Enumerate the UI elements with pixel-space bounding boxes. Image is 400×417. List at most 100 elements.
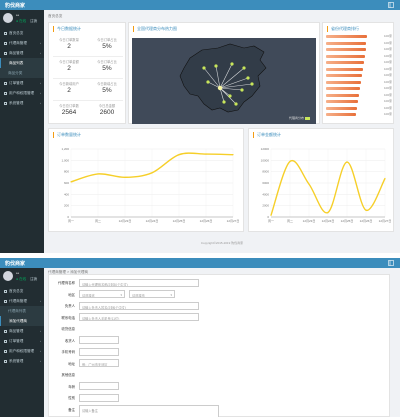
rank-row: 100家: [326, 99, 392, 104]
screen-divider: [0, 253, 400, 258]
stat-card: 今日订单占比 5%: [87, 37, 127, 50]
sidebar-item-label: 首页总览: [9, 31, 24, 35]
map-svg: [179, 43, 267, 113]
divider: [53, 56, 123, 57]
stat-label: 今日总订单数: [59, 104, 79, 108]
data-point: [70, 181, 72, 183]
y-tick-label: 0: [267, 215, 269, 219]
stat-value: 5%: [102, 43, 112, 50]
text-input[interactable]: 请输入备注: [79, 405, 219, 417]
y-tick-label: 600: [64, 181, 69, 185]
y-tick-label: 8000: [262, 170, 269, 174]
users-icon: [4, 299, 7, 303]
stat-label: 今日订单占比: [97, 60, 117, 64]
form-row: 负责人 请输入负责人姓名(2到6个中文): [49, 301, 391, 311]
city-marker: [222, 100, 226, 104]
chevron-left-icon: ‹: [40, 349, 41, 353]
chart-title: 订单金额统计: [253, 132, 281, 138]
stat-card: 今日总订单数 2564: [49, 103, 89, 116]
panel-title: 全国代理商分布热力图: [133, 26, 177, 32]
sidebar-item-label: 系统管理: [9, 101, 24, 105]
chevron-left-icon: ‹: [40, 359, 41, 363]
form-row: 收货人: [49, 336, 391, 346]
chevron-left-icon: ‹: [40, 299, 41, 303]
china-heat-map[interactable]: 代理商分布: [132, 38, 316, 124]
text-input[interactable]: 请输入代理商名称(2到30个中文): [79, 278, 199, 287]
data-point: [205, 153, 207, 155]
field-label: 收货人: [64, 338, 75, 343]
text-input[interactable]: 请输入负责人姓名(2到6个中文): [79, 301, 199, 310]
sidebar-item[interactable]: 代理商管理 ‹: [0, 38, 44, 48]
text-input[interactable]: [79, 382, 119, 390]
gear-icon: [4, 101, 7, 105]
logout-link[interactable]: 注销: [30, 277, 37, 281]
stat-card: 今日订单占比 5%: [87, 59, 127, 72]
sidebar-item[interactable]: 系统管理 ‹: [0, 98, 44, 108]
chevron-left-icon: ‹: [40, 41, 41, 45]
rank-row: 100家: [326, 60, 392, 65]
rank-label: 100家: [383, 105, 392, 110]
logout-link[interactable]: 注销: [30, 19, 37, 23]
sidebar-item[interactable]: 用户和权限管理 ‹: [0, 346, 44, 356]
chevron-left-icon: ‹: [40, 101, 41, 105]
divider: [53, 78, 123, 79]
text-input[interactable]: [79, 393, 119, 402]
form-row: 年龄: [49, 382, 391, 392]
brand-logo: 豹伐商家: [5, 261, 26, 267]
stat-card: 今日新增用户 2: [49, 81, 89, 94]
sidebar-item[interactable]: 商品分类: [0, 68, 44, 78]
y-tick-label: 4000: [262, 192, 269, 196]
online-status: ● 在线: [16, 19, 27, 23]
user-panel: ** ● 在线 注销: [0, 10, 44, 28]
rank-bar: [326, 106, 358, 110]
flow-lines: [203, 63, 253, 105]
text-input[interactable]: 例：广州市天河区: [79, 359, 119, 367]
chevron-left-icon: ‹: [40, 51, 41, 55]
sidebar-item[interactable]: 商品管理 ‹: [0, 326, 44, 336]
flow-line: [219, 77, 249, 89]
sidebar-item[interactable]: 商品列表: [0, 58, 44, 68]
x-tick-label: 12月26日: [360, 219, 373, 223]
home-icon: [4, 289, 7, 293]
sidebar-item[interactable]: 用户和权限管理 ‹: [0, 88, 44, 98]
x-tick-label: 12月25日: [173, 219, 186, 223]
user-name: **: [16, 271, 20, 276]
sidebar-toggle-icon[interactable]: [388, 260, 394, 266]
rank-bar: [326, 48, 366, 51]
form-row: 联系电话 请输入负责人手机号(11位): [49, 313, 391, 323]
sidebar-item[interactable]: 首页总览: [0, 286, 44, 296]
field-label: 性别: [68, 396, 75, 400]
city-marker: [230, 62, 234, 66]
x-tick-label: 12月26日: [200, 219, 213, 223]
city-marker: [242, 66, 246, 70]
sidebar-item[interactable]: 系统管理 ‹: [0, 356, 44, 366]
city-marker: [246, 76, 250, 80]
text-input[interactable]: 请输入负责人手机号(11位): [79, 313, 199, 321]
stat-card: 今日订单数量 2: [49, 37, 89, 50]
stat-label: 今日订单金额: [59, 60, 79, 64]
sidebar-item-label: 商品管理: [9, 51, 24, 55]
breadcrumb: 首页总览: [48, 14, 63, 18]
order-count-chart: 订单数量统计 0 200 400 600 800 1,000 1,200 周一 周二 12月23日…: [48, 128, 244, 232]
text-input[interactable]: [79, 336, 119, 344]
avatar: [3, 13, 13, 23]
sidebar-item[interactable]: 订单管理 ‹: [0, 336, 44, 346]
sidebar-toggle-icon[interactable]: [388, 2, 394, 8]
sidebar-item[interactable]: 首页总览: [0, 28, 44, 38]
field-label: 代理商名称: [58, 281, 75, 285]
sidebar-item-label: 商品管理: [9, 329, 24, 333]
province-select[interactable]: 请选择省: [79, 290, 125, 298]
sidebar-item[interactable]: 订单管理 ‹: [0, 78, 44, 88]
sidebar-item[interactable]: 商品管理 ‹: [0, 48, 44, 58]
city-marker: [250, 82, 254, 86]
data-point: [308, 183, 310, 185]
sidebar-item[interactable]: 添加代理商: [0, 316, 44, 326]
city-select[interactable]: 请选择市: [129, 290, 175, 298]
x-tick-label: 周二: [95, 218, 101, 223]
sidebar-item[interactable]: 代理商列表: [0, 306, 44, 316]
text-input[interactable]: [79, 347, 119, 356]
rank-row: 100家: [326, 54, 392, 59]
sidebar-item[interactable]: 代理商管理 ‹: [0, 296, 44, 306]
data-point: [289, 160, 291, 163]
stat-label: 今日订单数量: [59, 38, 79, 42]
